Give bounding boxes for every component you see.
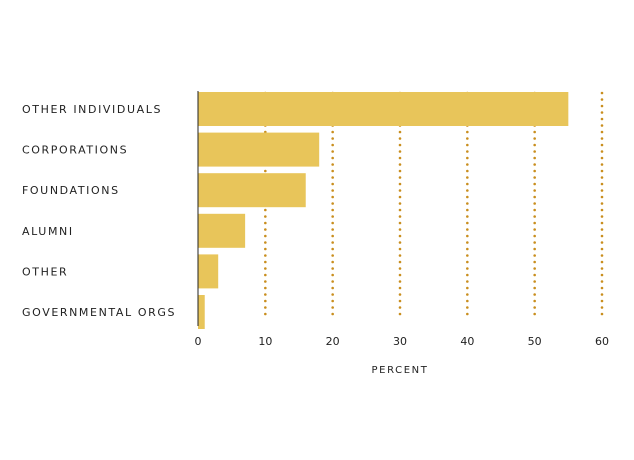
- bar: [198, 213, 246, 248]
- gridlines: [264, 91, 604, 322]
- bar: [198, 173, 306, 208]
- bar: [198, 254, 219, 289]
- category-label: GOVERNMENTAL ORGS: [22, 306, 176, 319]
- category-label: OTHER: [22, 265, 68, 278]
- x-tick-label: 10: [258, 335, 272, 348]
- x-axis-title: PERCENT: [372, 365, 429, 376]
- x-tick-label: 60: [595, 335, 609, 348]
- category-label: CORPORATIONS: [22, 144, 128, 157]
- x-tick-label: 0: [195, 335, 202, 348]
- bar: [198, 132, 320, 167]
- bar: [198, 295, 205, 329]
- category-label: ALUMNI: [22, 225, 74, 238]
- x-tick-label: 40: [460, 335, 474, 348]
- bar: [198, 92, 569, 126]
- category-label: OTHER INDIVIDUALS: [22, 103, 162, 116]
- x-tick-labels: 0 10 20 30 40 50 60: [195, 335, 610, 348]
- bars: [198, 92, 569, 329]
- x-tick-label: 30: [393, 335, 407, 348]
- category-labels: OTHER INDIVIDUALS CORPORATIONS FOUNDATIONS…: [22, 103, 176, 319]
- x-tick-label: 50: [528, 335, 542, 348]
- x-tick-label: 20: [326, 335, 340, 348]
- category-label: FOUNDATIONS: [22, 184, 120, 197]
